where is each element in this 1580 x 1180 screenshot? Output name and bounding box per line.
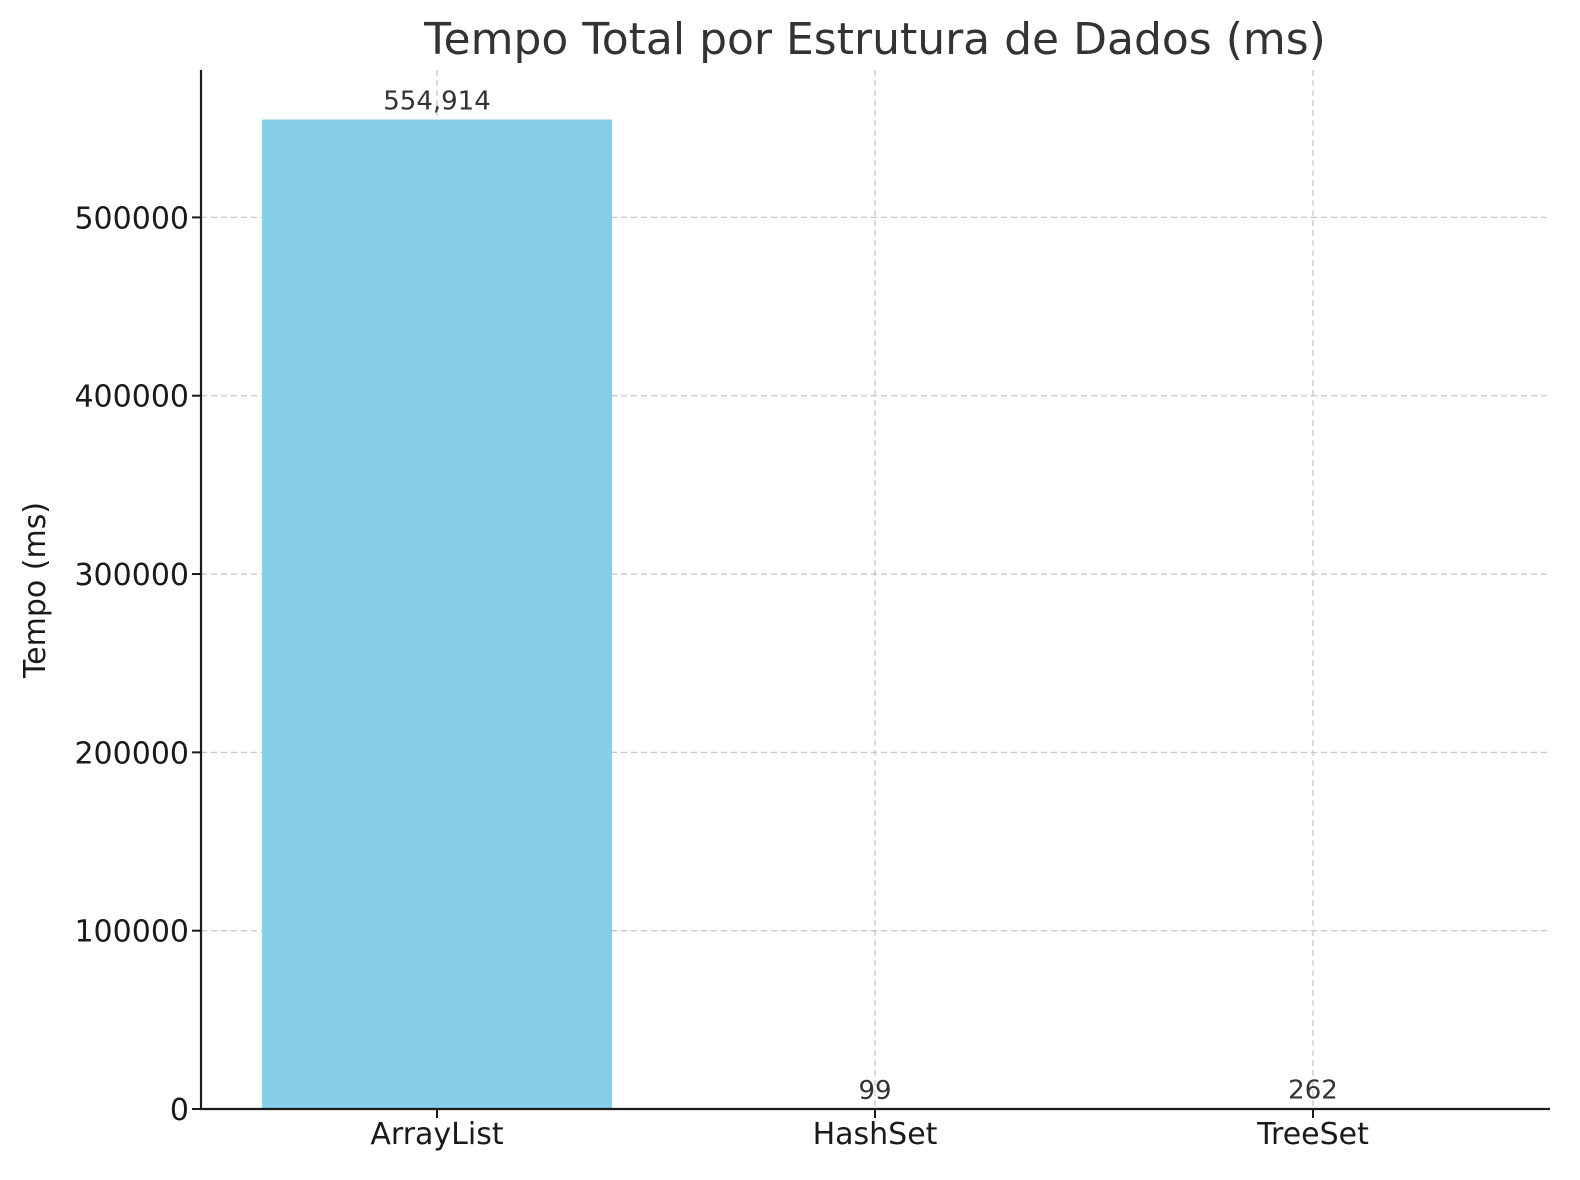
bar-value-label: 262 bbox=[1288, 1076, 1338, 1106]
axes-layer bbox=[192, 70, 1550, 1118]
x-tick-label: ArrayList bbox=[370, 1117, 503, 1152]
labels-layer: 0 100000 200000 300000 400000 500000 ArrayList… bbox=[74, 86, 1369, 1152]
y-tick-label: 400000 bbox=[74, 380, 189, 415]
bar-arraylist bbox=[262, 119, 612, 1110]
x-tick-label: TreeSet bbox=[1256, 1117, 1369, 1152]
chart-title: Tempo Total por Estrutura de Dados (ms) bbox=[423, 14, 1326, 65]
bar-value-label: 554,914 bbox=[383, 86, 491, 116]
y-tick-label: 500000 bbox=[74, 201, 189, 236]
y-axis-label: Tempo (ms) bbox=[18, 502, 53, 679]
y-tick-label: 300000 bbox=[74, 558, 189, 593]
y-tick-label: 0 bbox=[170, 1093, 189, 1128]
bar-value-label: 99 bbox=[858, 1076, 891, 1106]
x-tick-label: HashSet bbox=[813, 1117, 938, 1152]
bars-layer bbox=[262, 119, 1488, 1110]
y-tick-label: 200000 bbox=[74, 736, 189, 771]
y-tick-label: 100000 bbox=[74, 915, 189, 950]
